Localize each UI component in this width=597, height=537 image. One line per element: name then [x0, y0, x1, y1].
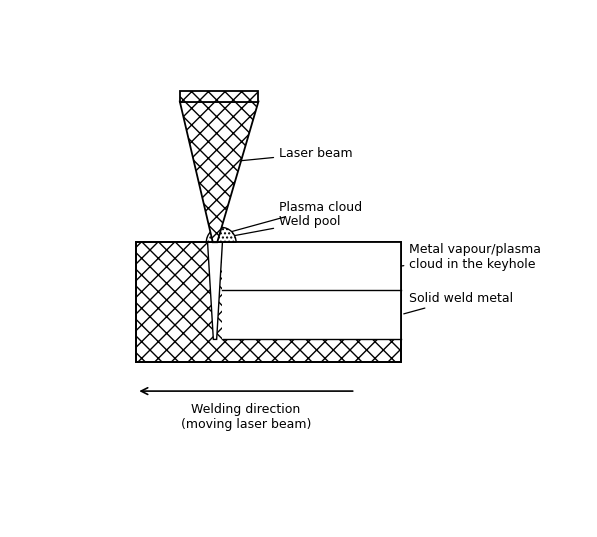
Bar [223, 242, 401, 339]
Bar [180, 91, 259, 101]
Text: Laser beam: Laser beam [214, 147, 353, 163]
Bar [223, 290, 401, 339]
Polygon shape [223, 290, 401, 339]
Text: Solid weld metal: Solid weld metal [404, 292, 513, 314]
Text: Metal vapour/plasma
cloud in the keyhole: Metal vapour/plasma cloud in the keyhole [401, 243, 541, 271]
Bar [137, 242, 401, 362]
Wedge shape [207, 227, 236, 242]
Text: Welding direction
(moving laser beam): Welding direction (moving laser beam) [181, 403, 311, 431]
Polygon shape [180, 101, 259, 242]
Polygon shape [223, 242, 401, 290]
Polygon shape [208, 242, 223, 339]
Bar [223, 242, 401, 290]
Text: Plasma cloud: Plasma cloud [228, 201, 362, 233]
Bar [137, 242, 401, 362]
Text: Weld pool: Weld pool [233, 215, 340, 236]
